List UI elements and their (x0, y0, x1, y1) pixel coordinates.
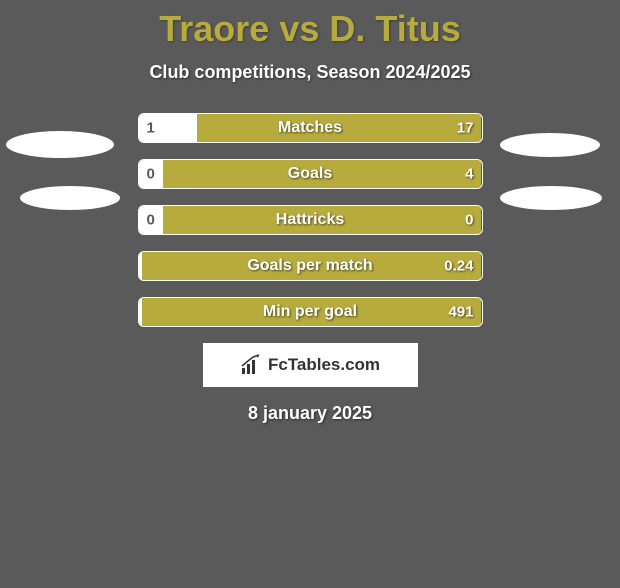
bar-value-left: 0 (147, 212, 155, 229)
bar-value-right: 0.24 (444, 258, 473, 275)
comparison-date: 8 january 2025 (0, 403, 620, 424)
bar-value-left: 1 (147, 120, 155, 137)
player-right-marker-1 (500, 133, 600, 157)
stats-bars-container: 1 Matches 17 0 Goals 4 0 Hattricks 0 Goa… (138, 113, 483, 327)
player-right-marker-2 (500, 186, 602, 210)
bar-value-left: 0 (147, 166, 155, 183)
logo-content: FcTables.com (240, 354, 380, 376)
player-left-marker-2 (20, 186, 120, 210)
comparison-title: Traore vs D. Titus (0, 8, 620, 50)
stat-bar-goals: 0 Goals 4 (138, 159, 483, 189)
stat-bar-hattricks: 0 Hattricks 0 (138, 205, 483, 235)
bar-label: Hattricks (276, 211, 344, 229)
stat-bar-matches: 1 Matches 17 (138, 113, 483, 143)
stat-bar-goals-per-match: Goals per match 0.24 (138, 251, 483, 281)
attribution-logo-box: FcTables.com (203, 343, 418, 387)
stat-bar-min-per-goal: Min per goal 491 (138, 297, 483, 327)
bar-value-right: 0 (465, 212, 473, 229)
comparison-subtitle: Club competitions, Season 2024/2025 (0, 62, 620, 83)
logo-text: FcTables.com (268, 355, 380, 375)
bar-label: Goals (288, 165, 332, 183)
bar-value-right: 491 (448, 304, 473, 321)
bar-label: Matches (278, 119, 342, 137)
chart-icon (240, 354, 262, 376)
player-left-marker-1 (6, 131, 114, 158)
bar-value-right: 17 (457, 120, 474, 137)
bar-value-right: 4 (465, 166, 473, 183)
bar-label: Min per goal (263, 303, 357, 321)
bar-label: Goals per match (247, 257, 372, 275)
